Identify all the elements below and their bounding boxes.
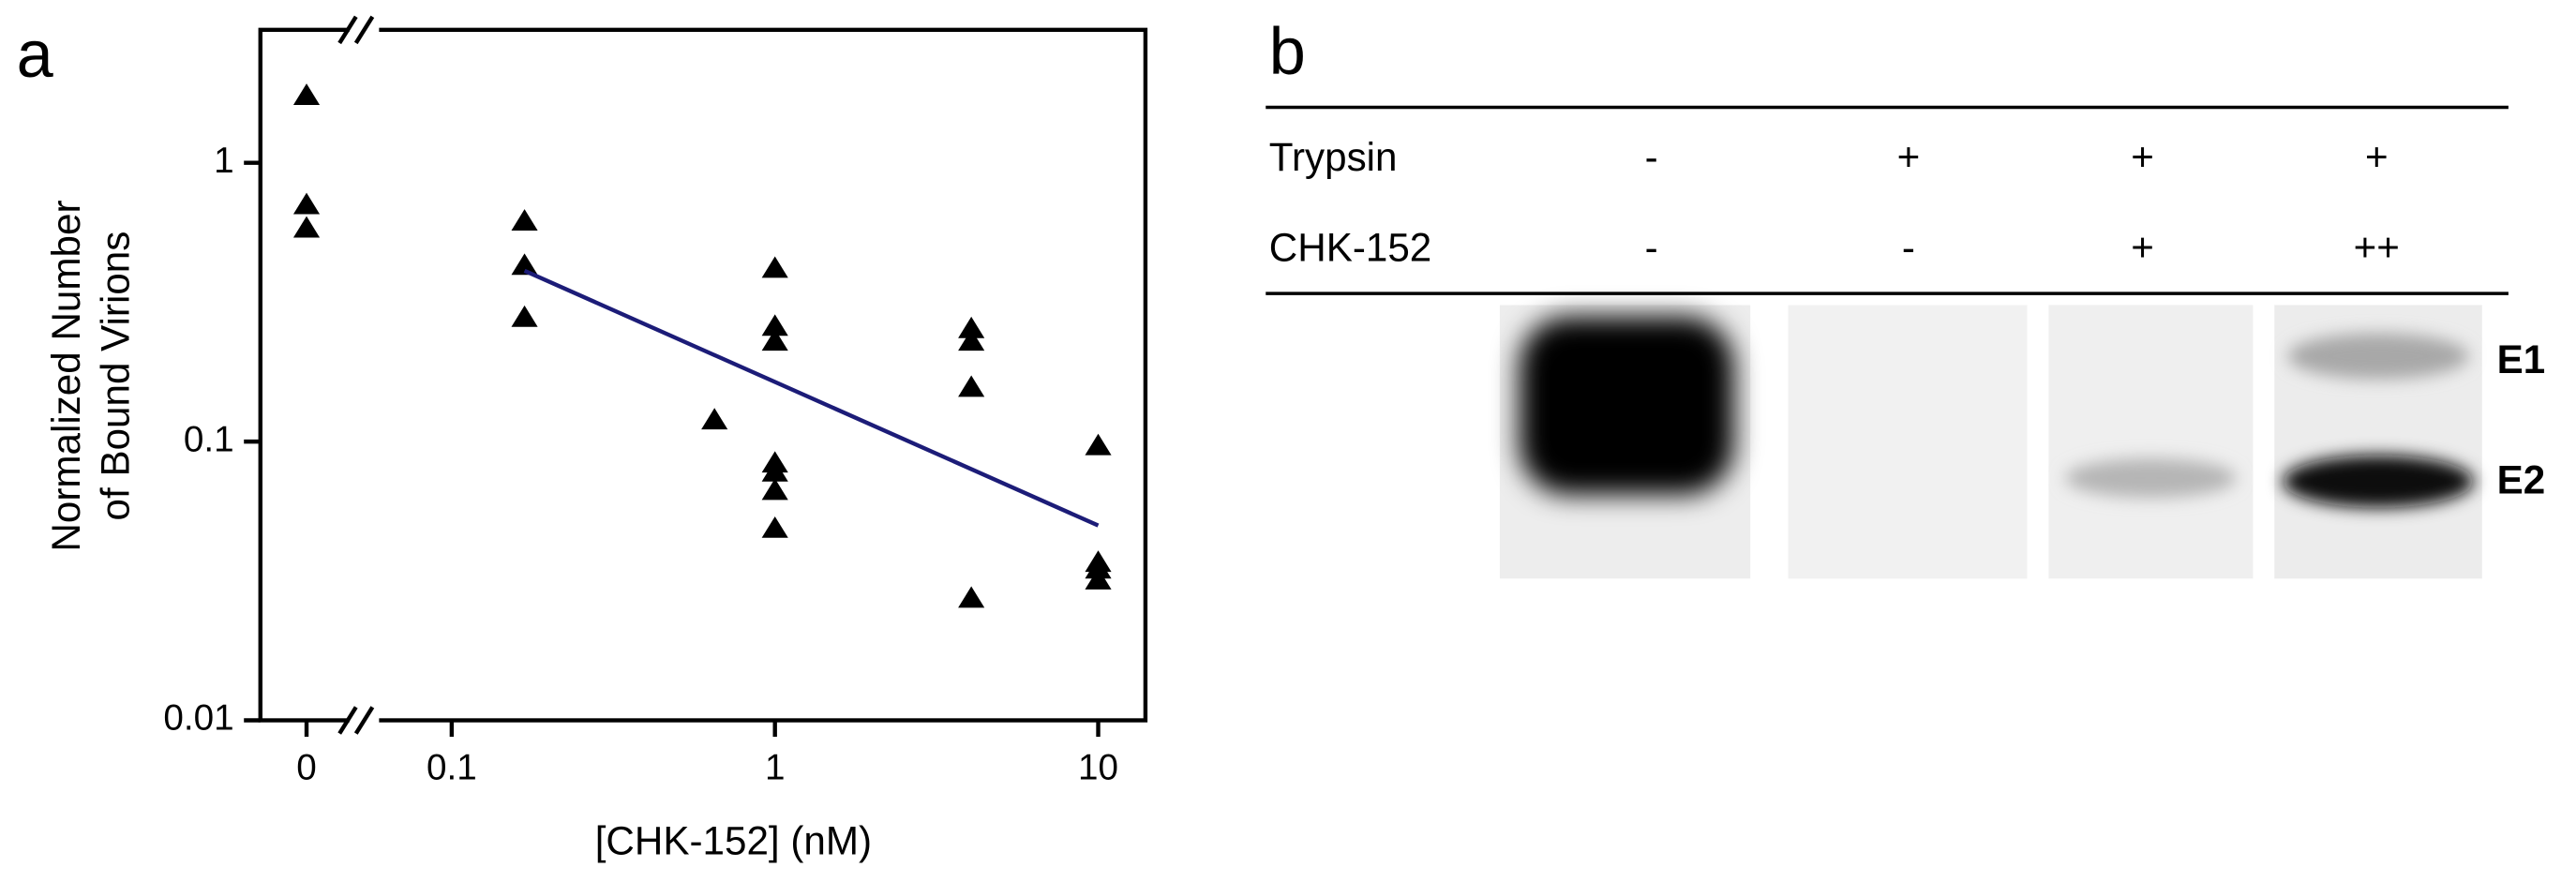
data-point — [761, 478, 788, 501]
x-tick-label: 0.1 — [427, 747, 477, 787]
lane-sign: - — [1645, 135, 1658, 179]
data-point — [701, 408, 728, 430]
data-point — [958, 329, 985, 351]
x-axis-label: [CHK-152] (nM) — [595, 819, 872, 863]
data-point — [958, 375, 985, 397]
data-point — [761, 256, 788, 278]
data-point — [511, 305, 538, 327]
x-tick-label: 10 — [1078, 747, 1118, 787]
row-label: Trypsin — [1269, 135, 1398, 179]
lane-sign: ++ — [2354, 226, 2400, 270]
data-point — [761, 329, 788, 351]
lane-sign: - — [1902, 226, 1915, 270]
lane-sign: + — [2131, 135, 2154, 179]
panel-label: b — [1269, 14, 1306, 88]
data-point — [761, 516, 788, 538]
data-point — [511, 209, 538, 232]
band-label: E1 — [2497, 337, 2546, 381]
panel-a: a [CHK-152] (nM) Normalized Number of Bo… — [17, 15, 1148, 863]
x-tick-label: 0 — [296, 747, 317, 787]
gel — [1499, 305, 2482, 579]
data-point — [1085, 433, 1112, 456]
panel-label: a — [17, 17, 54, 91]
data-point — [761, 314, 788, 336]
band-label: E2 — [2497, 457, 2546, 501]
x-tick-label: 1 — [765, 747, 786, 787]
y-axis-label: of Bound Virions — [94, 232, 138, 521]
data-point — [1085, 557, 1112, 579]
lane-sign: + — [1897, 135, 1921, 179]
y-tick-label: 0.1 — [184, 419, 234, 459]
lane-sign: + — [2365, 135, 2389, 179]
y-tick-label: 1 — [214, 141, 234, 181]
data-point — [958, 316, 985, 338]
y-axis-label: Normalized Number — [44, 200, 88, 551]
lane-sign: - — [1645, 226, 1658, 270]
row-label: CHK-152 — [1269, 226, 1432, 270]
data-point — [761, 459, 788, 482]
y-tick-label: 0.01 — [163, 698, 233, 739]
axis-break — [337, 15, 380, 735]
data-point — [1085, 567, 1112, 590]
data-point — [511, 253, 538, 276]
data-point — [292, 192, 321, 215]
data-point — [292, 83, 321, 106]
lane-sign: + — [2131, 226, 2154, 270]
data-point — [958, 586, 985, 608]
data-point — [292, 216, 321, 238]
panel-b: b Trypsin CHK-152 E1 E2 - + + +- - + ++ — [1266, 14, 2545, 579]
plot-frame — [258, 27, 1148, 723]
fit-line — [523, 268, 1100, 528]
